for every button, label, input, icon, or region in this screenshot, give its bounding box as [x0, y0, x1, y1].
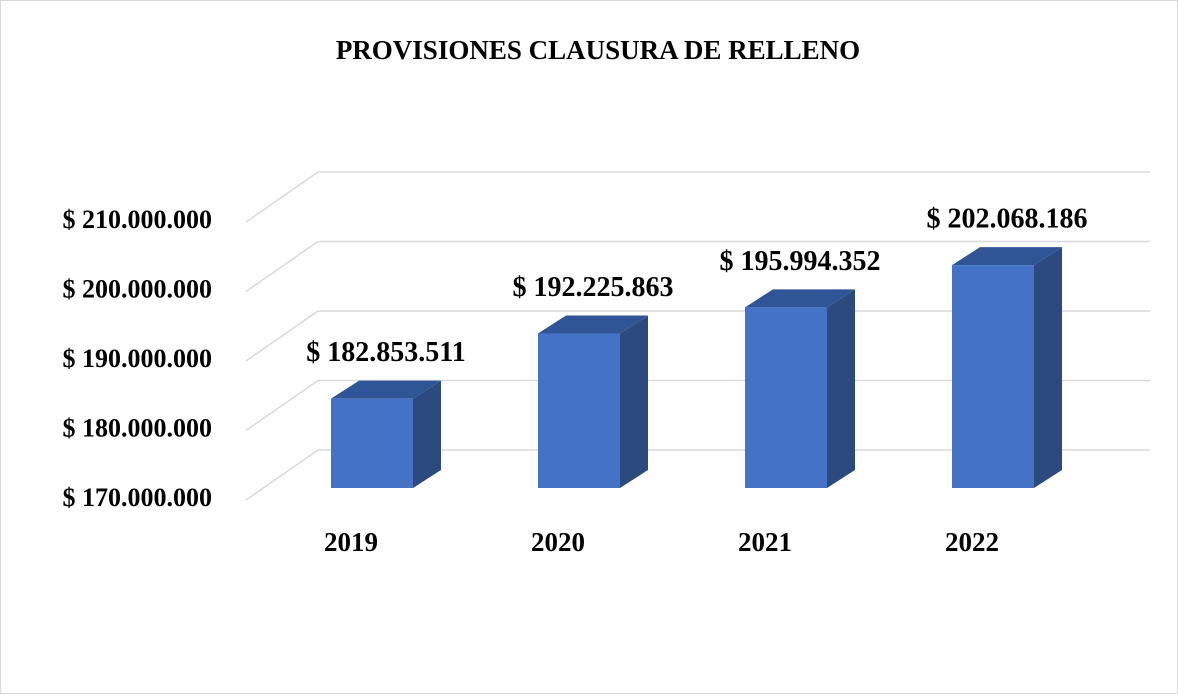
x-tick-label: 2019: [324, 527, 378, 557]
bar-top: [952, 247, 1062, 266]
grid-line-depth: [245, 310, 319, 362]
data-label: $ 202.068.186: [927, 204, 1088, 235]
data-label: $ 195.994.352: [720, 246, 881, 277]
bar: [952, 265, 1034, 488]
x-tick-label: 2021: [738, 527, 792, 557]
bar-top: [331, 380, 441, 399]
data-label: $ 182.853.511: [306, 337, 465, 368]
bar: [538, 333, 620, 488]
bar-top: [538, 315, 648, 334]
grid-line-depth: [245, 379, 319, 432]
y-tick-label: $ 170.000.000: [63, 483, 213, 512]
y-tick-label: $ 200.000.000: [63, 274, 213, 303]
y-tick-label: $ 210.000.000: [63, 205, 213, 234]
x-tick-label: 2020: [531, 527, 585, 557]
data-label: $ 192.225.863: [513, 272, 674, 303]
bar-top: [745, 289, 855, 308]
bar-side: [827, 289, 855, 488]
x-tick-label: 2022: [945, 527, 999, 557]
grid-line-depth: [245, 171, 319, 223]
y-tick-label: $ 180.000.000: [63, 413, 213, 442]
bar-side: [413, 380, 441, 488]
bar-side: [620, 315, 648, 488]
bar: [745, 307, 827, 488]
bar-side: [1034, 247, 1062, 488]
chart-title: PROVISIONES CLAUSURA DE RELLENO: [336, 35, 860, 65]
grid-line-depth: [245, 240, 319, 293]
grid-line-depth: [245, 449, 319, 501]
y-tick-label: $ 190.000.000: [63, 344, 213, 373]
bar: [331, 398, 413, 488]
